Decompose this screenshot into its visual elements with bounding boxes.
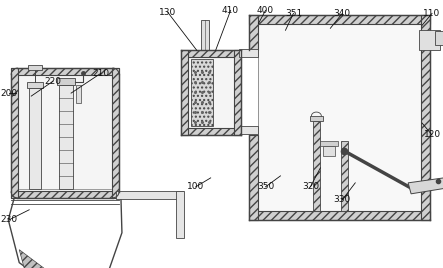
Bar [257,24,421,211]
Polygon shape [408,177,443,194]
Text: 230: 230 [1,215,18,224]
Bar [191,59,213,126]
Polygon shape [19,250,63,268]
Bar [116,191,183,199]
Bar [57,78,75,85]
Polygon shape [181,50,241,57]
Bar [76,85,81,103]
Text: 200: 200 [1,89,18,98]
Bar [18,75,112,191]
Text: 130: 130 [159,8,176,17]
Text: 120: 120 [424,131,441,140]
Text: 410: 410 [222,6,239,15]
Bar [29,88,41,189]
Text: 330: 330 [334,195,351,204]
Bar [320,141,338,146]
Polygon shape [249,15,257,50]
Bar [176,191,184,238]
Polygon shape [341,141,348,211]
Polygon shape [11,68,119,75]
Bar [27,82,43,88]
Bar [323,146,335,156]
Bar [419,30,440,50]
Text: 320: 320 [302,182,319,191]
Bar [28,65,42,70]
Bar [435,31,443,45]
Text: 220: 220 [45,77,62,86]
Polygon shape [249,211,430,220]
Polygon shape [11,191,119,198]
Text: 400: 400 [257,6,274,15]
Bar [201,20,209,50]
Polygon shape [181,50,188,135]
Polygon shape [249,135,257,220]
Bar [241,126,257,134]
Text: 340: 340 [334,9,351,18]
Polygon shape [313,121,320,211]
Polygon shape [249,15,430,24]
Bar [188,57,233,128]
Text: 350: 350 [257,182,274,191]
Text: 210: 210 [93,69,109,78]
Text: 110: 110 [424,9,441,18]
Bar [239,49,257,57]
Bar [59,85,73,189]
Polygon shape [421,15,430,220]
Bar [311,116,323,121]
Polygon shape [233,50,241,135]
Text: 100: 100 [187,182,204,191]
Polygon shape [11,68,18,198]
Text: 351: 351 [285,9,302,18]
Polygon shape [112,68,119,198]
Polygon shape [181,128,241,135]
